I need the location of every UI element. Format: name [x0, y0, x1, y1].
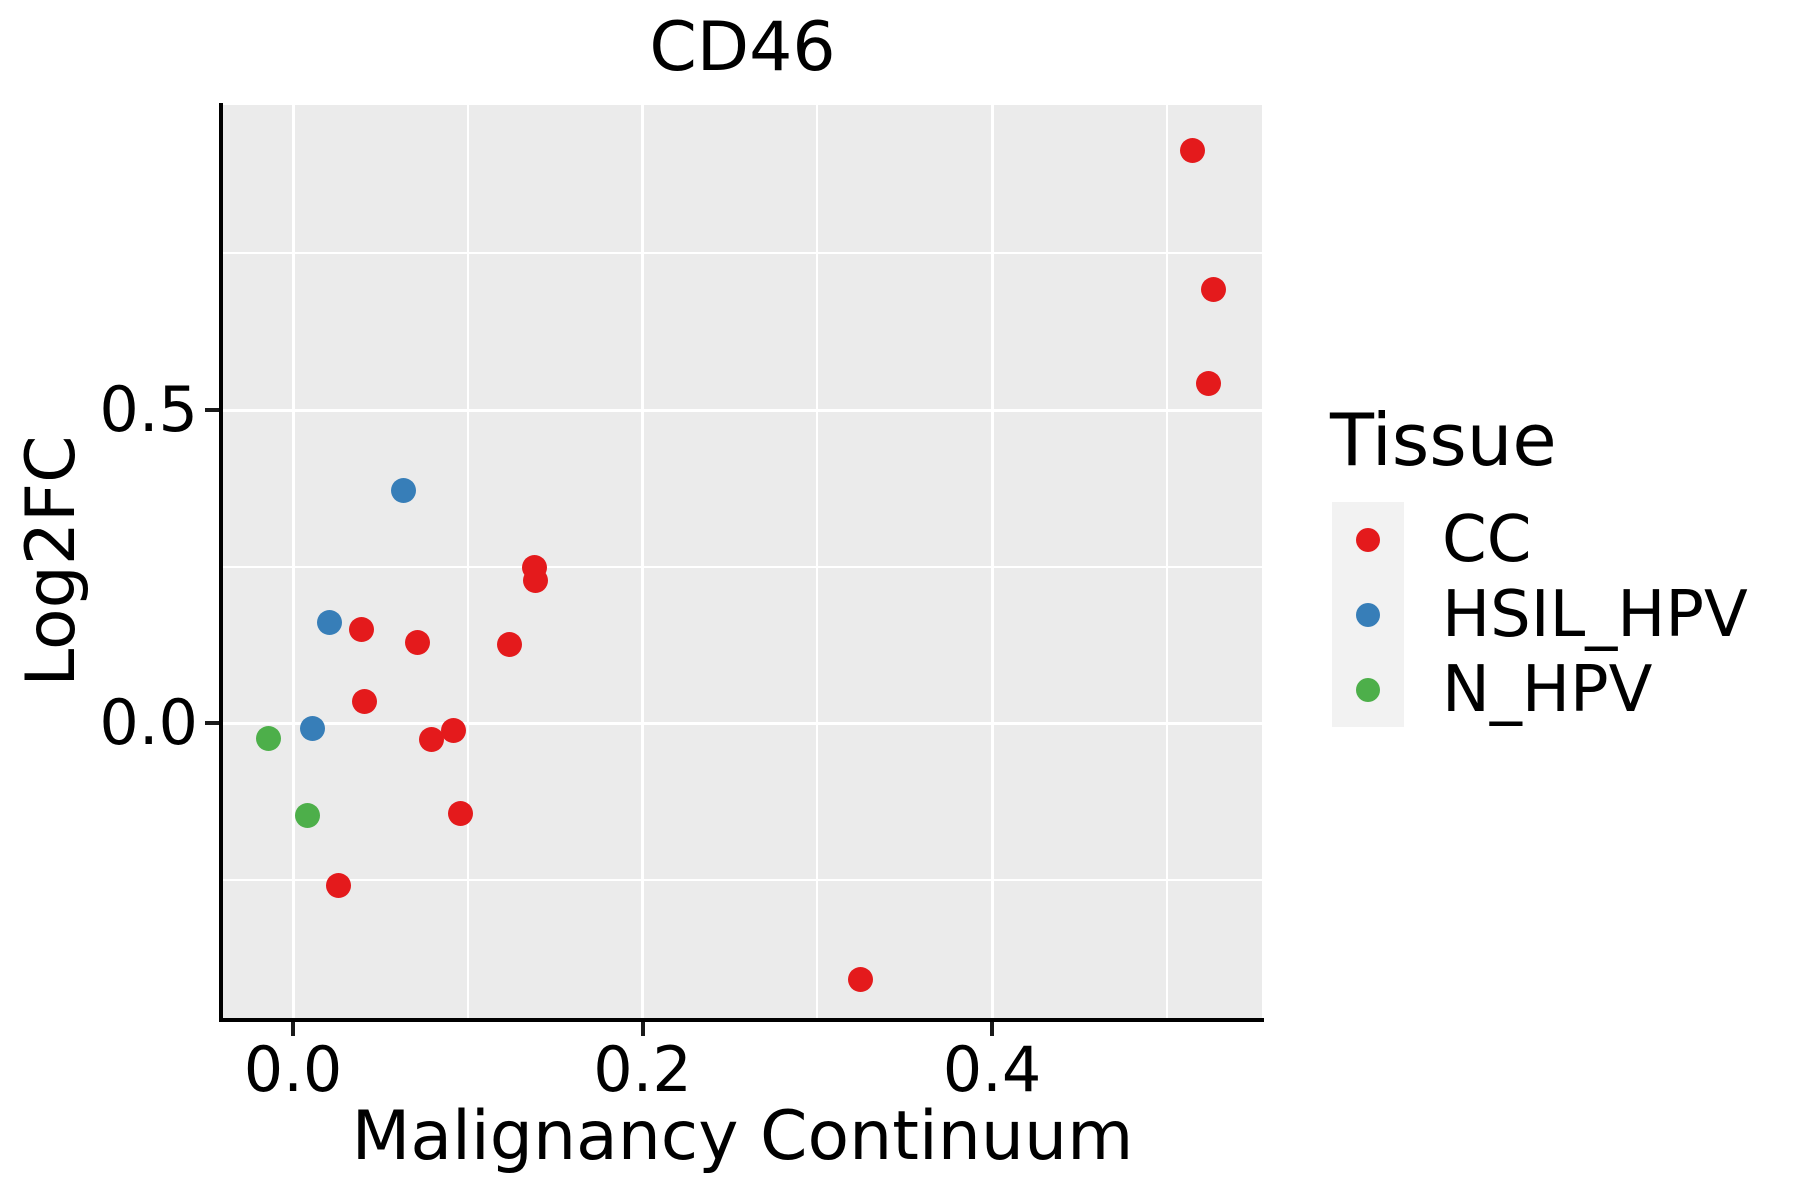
minor-gridline-x — [1165, 105, 1168, 1020]
y-axis-title: Log2FC — [12, 435, 91, 687]
minor-gridline-y — [223, 565, 1262, 568]
data-point-cc — [848, 967, 874, 993]
plot-panel — [223, 105, 1262, 1020]
data-point-cc — [404, 629, 430, 655]
data-point-n_hpv — [256, 725, 282, 751]
minor-gridline-x — [816, 105, 819, 1020]
data-point-cc — [1180, 137, 1206, 163]
major-gridline-y — [223, 408, 1262, 412]
cc-dot-icon — [1356, 527, 1380, 552]
data-point-cc — [523, 568, 549, 594]
data-point-n_hpv — [294, 802, 320, 828]
x-tick-mark — [640, 1022, 645, 1036]
legend-label-cc: CC — [1442, 502, 1532, 577]
x-axis-line — [219, 1018, 1264, 1022]
data-point-hsil_hpv — [317, 609, 343, 635]
major-gridline-x — [291, 105, 295, 1020]
data-point-cc — [448, 801, 474, 827]
data-point-cc — [497, 632, 523, 658]
legend-label-n-hpv: N_HPV — [1442, 652, 1653, 727]
legend-key-hsil-hpv — [1332, 577, 1404, 652]
major-gridline-x — [990, 105, 994, 1020]
minor-gridline-x — [466, 105, 469, 1020]
x-tick-mark — [291, 1022, 296, 1036]
data-point-cc — [441, 718, 467, 744]
legend-label-hsil-hpv: HSIL_HPV — [1442, 577, 1748, 652]
x-tick-label: 0.0 — [243, 1033, 343, 1106]
legend-title: Tissue — [1330, 398, 1557, 482]
major-gridline-x — [641, 105, 645, 1020]
y-tick-mark — [205, 408, 219, 412]
n-hpv-dot-icon — [1356, 677, 1380, 702]
data-point-cc — [348, 616, 374, 642]
y-tick-mark — [205, 721, 219, 725]
y-axis-line — [219, 103, 223, 1022]
x-tick-mark — [990, 1022, 995, 1036]
y-tick-label: 0.5 — [99, 373, 198, 446]
data-point-cc — [1201, 277, 1227, 303]
data-point-hsil_hpv — [390, 477, 416, 503]
legend-key-n-hpv — [1332, 652, 1404, 727]
y-tick-label: 0.0 — [99, 686, 198, 759]
plot-title: CD46 — [649, 8, 836, 87]
data-point-hsil_hpv — [299, 716, 325, 742]
minor-gridline-y — [223, 252, 1262, 255]
minor-gridline-y — [223, 878, 1262, 881]
legend-key-cc — [1332, 502, 1404, 577]
x-axis-title: Malignancy Continuum — [351, 1097, 1134, 1176]
data-point-cc — [418, 727, 444, 753]
x-tick-label: 0.4 — [942, 1033, 1042, 1106]
data-point-cc — [352, 689, 378, 715]
data-point-cc — [1196, 371, 1222, 397]
data-point-cc — [326, 873, 351, 899]
hsil-hpv-dot-icon — [1356, 602, 1380, 627]
x-tick-label: 0.2 — [593, 1033, 692, 1106]
major-gridline-y — [223, 721, 1262, 725]
